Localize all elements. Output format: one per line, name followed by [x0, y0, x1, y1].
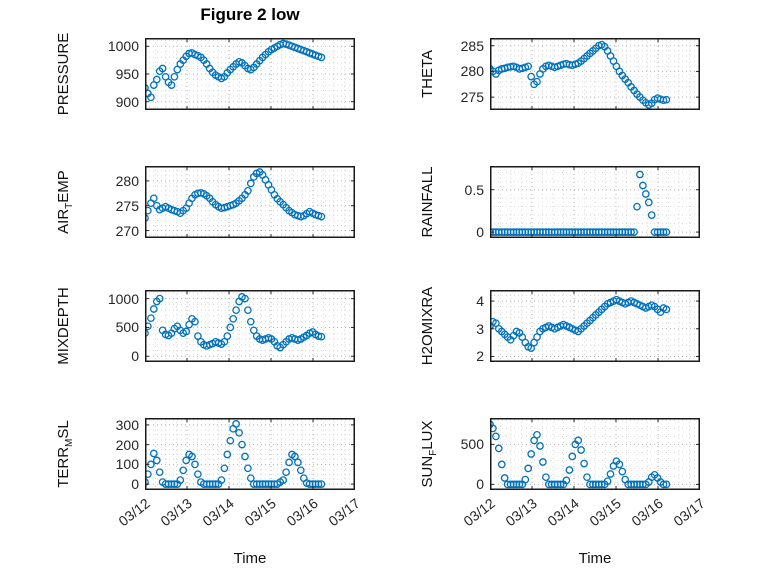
plot-area-sun_flux [490, 418, 700, 490]
figure-title: Figure 2 low [200, 5, 300, 24]
ylabel-text: TERR [55, 446, 72, 488]
scatter-series [490, 420, 671, 489]
y-tick-label: 0 [476, 476, 484, 493]
ylabel-text-post: SL [55, 420, 72, 439]
plot-area-h2omixra [490, 290, 700, 362]
plot-area-pressure [145, 38, 355, 110]
scatter-series [145, 168, 326, 222]
minor-grid [145, 418, 355, 490]
ylabel-subscript: M [64, 438, 75, 447]
major-grid [490, 290, 700, 362]
x-tick-label: 03/16 [628, 495, 666, 530]
y-tick-label: 100 [115, 456, 139, 473]
x-tick-label: 03/14 [544, 495, 582, 530]
ylabel-text: SUN [419, 455, 436, 488]
scatter-series [145, 293, 326, 352]
scatter-series [490, 295, 671, 353]
scatter-series [490, 40, 671, 109]
xlabel-time-left: Time [233, 550, 267, 567]
scatter-series [145, 39, 326, 102]
axes-box [145, 38, 355, 110]
ylabel-text-post: EMP [55, 170, 72, 203]
minor-grid [490, 418, 700, 490]
y-tick-label: 275 [115, 197, 139, 214]
minor-grid [145, 166, 355, 238]
y-tick-label: 280 [115, 172, 139, 189]
plot-area-theta [490, 38, 700, 110]
y-tick-label: 0 [131, 348, 139, 365]
subplot-terr-msl: 0 100 200 300 03/12 03/13 03/14 03/15 03/16 03/17 [115, 417, 362, 529]
ylabel-text-post: LUX [419, 420, 436, 450]
y-tick-label: 275 [460, 89, 484, 106]
axes-box [145, 418, 355, 490]
minor-grid [145, 290, 355, 362]
plot-area-mixdepth [145, 290, 355, 362]
axes-box [490, 38, 700, 110]
ylabel-subscript: F [428, 449, 439, 456]
y-tick-label: 1000 [107, 290, 139, 307]
y-tick-label: 500 [460, 436, 484, 453]
y-tick-label: 0 [476, 224, 484, 241]
subplot-air-temp: 270 275 280 [116, 166, 355, 239]
subplot-theta: 275 280 285 [461, 38, 700, 110]
x-tick-label: 03/16 [283, 495, 321, 530]
x-tick-label: 03/14 [199, 495, 237, 530]
x-tick-label: 03/13 [157, 495, 195, 530]
y-tick-label: 285 [460, 37, 484, 54]
x-tick-label: 03/15 [241, 495, 279, 530]
y-tick-label: 300 [115, 416, 139, 433]
x-tick-label: 03/15 [586, 495, 624, 530]
axes-box [490, 290, 700, 362]
plot-area-air_temp [145, 166, 355, 238]
axes-box [490, 418, 700, 490]
y-tick-label: 950 [115, 66, 139, 82]
x-tick-label: 03/12 [115, 495, 153, 530]
scatter-series [490, 170, 671, 236]
major-grid [145, 290, 355, 362]
y-tick-label: 270 [115, 222, 139, 239]
x-tick-label: 03/17 [325, 495, 363, 530]
scatter-series [145, 420, 326, 488]
axes-box [490, 166, 700, 238]
x-tick-label: 03/17 [670, 495, 708, 530]
y-tick-label: 200 [115, 436, 139, 453]
subplot-h2omixra: 2 3 4 [476, 290, 700, 364]
ylabel-text: THETA [419, 49, 436, 99]
plot-area-rainfall [490, 166, 700, 238]
y-tick-label: 4 [476, 293, 484, 310]
x-tick-label: 03/12 [460, 495, 498, 530]
subplot-rainfall: 0 0.5 [465, 166, 700, 240]
y-tick-label: 0 [131, 476, 139, 493]
axes-box [145, 166, 355, 238]
subplot-sun-flux: 0 500 03/12 03/13 03/14 03/15 03/16 03/17 [460, 418, 708, 529]
subplot-pressure: 900 950 1000 [108, 38, 355, 110]
minor-grid [490, 38, 700, 110]
ylabel-sun-flux: SUNFLUX [418, 354, 439, 554]
ylabel-terr-msl: TERRMSL [54, 354, 75, 554]
y-tick-label: 2 [476, 348, 484, 365]
subplot-mixdepth: 0 500 1000 [108, 290, 355, 364]
axes-box [145, 290, 355, 362]
plot-area-terr_msl [145, 418, 355, 490]
y-tick-label: 280 [460, 63, 484, 80]
minor-grid [490, 166, 700, 238]
y-tick-label: 1000 [107, 38, 139, 55]
xlabel-time-right: Time [578, 550, 612, 567]
y-tick-label: 0.5 [464, 181, 484, 198]
y-tick-label: 3 [476, 320, 484, 337]
x-tick-label: 03/13 [502, 495, 540, 530]
ylabel-subscript: T [64, 202, 75, 209]
y-tick-label: 500 [115, 319, 139, 336]
y-tick-label: 900 [115, 93, 139, 110]
